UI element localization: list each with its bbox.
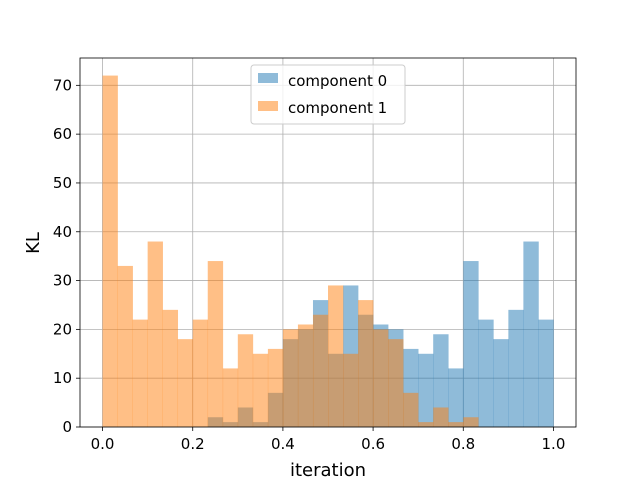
- legend-frame: [250, 64, 406, 125]
- y-tick-label: 40: [53, 223, 72, 241]
- histogram-bar: [328, 285, 344, 427]
- y-axis-label: KL: [23, 232, 44, 254]
- histogram-bar: [147, 241, 163, 427]
- legend-label-component-0: component 0: [288, 72, 387, 90]
- histogram-bar: [192, 319, 209, 427]
- y-tick-label: 20: [53, 320, 72, 338]
- y-tick-label: 0: [62, 418, 72, 436]
- y-tick-label: 60: [53, 125, 72, 143]
- histogram-bar: [282, 329, 299, 427]
- histogram-bar: [252, 353, 269, 427]
- histogram-bar: [418, 422, 434, 427]
- histogram-bar: [538, 319, 554, 427]
- histogram-bar: [403, 392, 419, 427]
- y-tick-label: 50: [53, 174, 72, 192]
- histogram-bar: [493, 339, 509, 427]
- y-axis-ticks: 0 10 20 30 40 50 60 70: [53, 76, 80, 436]
- histogram-bar: [418, 353, 434, 427]
- x-axis-ticks: 0.0 0.2 0.4 0.6 0.8 1.0: [91, 427, 566, 453]
- histogram-bar: [343, 353, 359, 427]
- histogram-bar: [237, 334, 254, 427]
- plot-frame: [79, 57, 577, 428]
- histogram-bar: [463, 417, 479, 427]
- histogram-bar: [448, 422, 464, 427]
- histogram-bar: [177, 339, 194, 427]
- x-tick-label: 0.0: [91, 435, 115, 453]
- histogram-bar: [448, 368, 464, 427]
- x-tick-label: 0.4: [271, 435, 295, 453]
- histogram-bar: [388, 339, 404, 427]
- histogram-bar: [207, 261, 224, 427]
- x-tick-label: 0.6: [361, 435, 385, 453]
- histogram-bar: [162, 309, 179, 427]
- histogram-bar: [463, 261, 479, 427]
- histogram-bar: [373, 329, 389, 427]
- histogram-bar: [132, 319, 148, 427]
- legend: component 0 component 1: [250, 64, 406, 125]
- histogram-bar: [267, 348, 284, 427]
- histogram-bar: [478, 319, 494, 427]
- y-tick-label: 30: [53, 272, 72, 290]
- y-tick-label: 10: [53, 369, 72, 387]
- histogram-bar: [433, 334, 449, 427]
- histogram-bar: [297, 324, 314, 427]
- legend-swatch-component-1: [258, 101, 278, 111]
- legend-swatch-component-0: [258, 73, 278, 83]
- histogram-bar: [433, 407, 449, 427]
- histogram-bar: [102, 75, 118, 428]
- histogram-bar: [222, 368, 239, 427]
- y-tick-label: 70: [53, 76, 72, 94]
- x-axis-label: iteration: [290, 460, 366, 480]
- histogram-bar: [117, 265, 133, 427]
- histogram-bar: [508, 309, 524, 427]
- histogram-bar: [523, 241, 539, 427]
- histogram-bar: [312, 314, 329, 427]
- legend-label-component-1: component 1: [288, 99, 387, 117]
- x-tick-label: 0.2: [181, 435, 205, 453]
- series-component-1-bars: [102, 75, 479, 428]
- x-tick-label: 0.8: [451, 435, 475, 453]
- histogram-bar: [358, 300, 374, 427]
- x-tick-label: 1.0: [542, 435, 566, 453]
